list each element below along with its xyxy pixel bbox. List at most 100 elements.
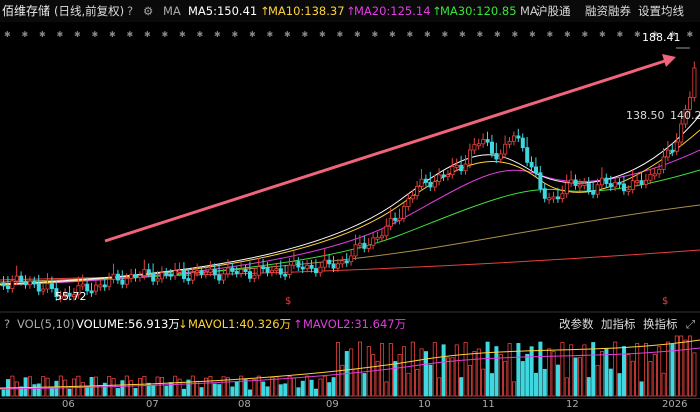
volume-bar[interactable]: [595, 364, 600, 397]
candle[interactable]: [520, 137, 525, 149]
candle[interactable]: [45, 283, 50, 290]
candle[interactable]: [525, 147, 530, 163]
candle[interactable]: [98, 284, 103, 288]
volume-bar[interactable]: [269, 377, 274, 397]
volume-bar[interactable]: [322, 375, 327, 397]
news-marker[interactable]: ✱: [302, 30, 309, 39]
news-marker[interactable]: ✱: [127, 30, 134, 39]
volume-bar[interactable]: [688, 335, 693, 397]
volume-bar[interactable]: [481, 368, 486, 397]
news-marker[interactable]: ✱: [354, 30, 361, 39]
candle[interactable]: [441, 174, 446, 178]
candle[interactable]: [670, 149, 675, 153]
switch-indicator-button[interactable]: 换指标: [643, 317, 678, 331]
candle[interactable]: [54, 288, 59, 298]
settings-gear-icon[interactable]: ⚙: [143, 4, 154, 18]
candle[interactable]: [256, 266, 261, 276]
volume-bar[interactable]: [393, 361, 398, 397]
hgt-button[interactable]: 沪股通: [536, 4, 571, 18]
candle[interactable]: [481, 139, 486, 145]
candle[interactable]: [512, 135, 517, 142]
volume-bar[interactable]: [137, 378, 142, 397]
candle[interactable]: [120, 279, 125, 285]
news-marker[interactable]: ✱: [529, 30, 536, 39]
volume-bar[interactable]: [208, 376, 213, 397]
volume-bar[interactable]: [401, 346, 406, 397]
candle[interactable]: [613, 181, 618, 188]
candle[interactable]: [379, 235, 384, 239]
candle[interactable]: [437, 174, 442, 182]
volume-bar[interactable]: [27, 376, 32, 397]
volume-bar[interactable]: [467, 364, 472, 397]
candle[interactable]: [19, 275, 24, 283]
news-marker[interactable]: ✱: [57, 30, 64, 39]
candle[interactable]: [239, 269, 244, 274]
candle[interactable]: [384, 225, 389, 237]
candle[interactable]: [164, 272, 169, 276]
candle[interactable]: [472, 144, 477, 151]
edit-params-button[interactable]: 改参数: [559, 317, 594, 331]
candle[interactable]: [133, 274, 138, 279]
volume-bar[interactable]: [212, 383, 217, 397]
news-marker[interactable]: ✱: [582, 30, 589, 39]
news-marker[interactable]: ✱: [144, 30, 151, 39]
volume-bar[interactable]: [287, 376, 292, 397]
volume-bar[interactable]: [608, 368, 613, 397]
volume-bar[interactable]: [50, 387, 55, 397]
candle[interactable]: [516, 135, 521, 139]
volume-bar[interactable]: [591, 342, 596, 397]
candle[interactable]: [291, 261, 296, 266]
candle[interactable]: [674, 141, 679, 152]
news-marker[interactable]: ✱: [109, 30, 116, 39]
volume-bar[interactable]: [626, 354, 631, 397]
news-marker[interactable]: ✱: [249, 30, 256, 39]
candle[interactable]: [529, 161, 534, 168]
help-icon[interactable]: ?: [127, 4, 134, 18]
volume-bar[interactable]: [120, 380, 125, 397]
news-marker[interactable]: ✱: [267, 30, 274, 39]
volume-bar[interactable]: [512, 381, 517, 397]
candle[interactable]: [454, 164, 459, 168]
news-marker[interactable]: ✱: [459, 30, 466, 39]
candle[interactable]: [23, 281, 28, 286]
news-marker[interactable]: ✱: [4, 30, 11, 39]
candle[interactable]: [252, 274, 257, 279]
candle[interactable]: [489, 141, 494, 154]
volume-bar[interactable]: [203, 377, 208, 397]
volume-bar[interactable]: [569, 344, 574, 397]
volume-bar[interactable]: [278, 384, 283, 397]
candle[interactable]: [661, 156, 666, 170]
news-marker[interactable]: ✱: [179, 30, 186, 39]
volume-bar[interactable]: [261, 381, 266, 397]
volume-bar[interactable]: [600, 351, 605, 397]
volume-bar[interactable]: [494, 346, 499, 397]
candle[interactable]: [556, 196, 561, 200]
news-marker[interactable]: ✱: [512, 30, 519, 39]
volume-bar[interactable]: [159, 377, 164, 397]
news-marker[interactable]: ✱: [319, 30, 326, 39]
candle[interactable]: [6, 285, 11, 290]
candle[interactable]: [168, 273, 173, 277]
candle[interactable]: [366, 244, 371, 249]
news-marker[interactable]: ✱: [389, 30, 396, 39]
candle[interactable]: [362, 242, 367, 249]
volume-bar[interactable]: [648, 361, 653, 397]
volume-bar[interactable]: [274, 376, 279, 397]
news-marker[interactable]: ✱: [214, 30, 221, 39]
volume-bar[interactable]: [1, 389, 6, 397]
candle[interactable]: [494, 153, 499, 160]
volume-bar[interactable]: [622, 346, 627, 397]
volume-bar[interactable]: [199, 387, 204, 397]
candle[interactable]: [230, 267, 235, 272]
volume-bar[interactable]: [111, 378, 116, 397]
news-marker[interactable]: ✱: [564, 30, 571, 39]
volume-bar[interactable]: [679, 335, 684, 397]
candle[interactable]: [498, 153, 503, 160]
candle[interactable]: [146, 269, 151, 274]
candle[interactable]: [89, 290, 94, 294]
candle[interactable]: [14, 275, 19, 282]
candle[interactable]: [296, 261, 301, 268]
candle[interactable]: [428, 181, 433, 188]
volume-bar[interactable]: [164, 385, 169, 397]
volume-bar[interactable]: [551, 351, 556, 397]
